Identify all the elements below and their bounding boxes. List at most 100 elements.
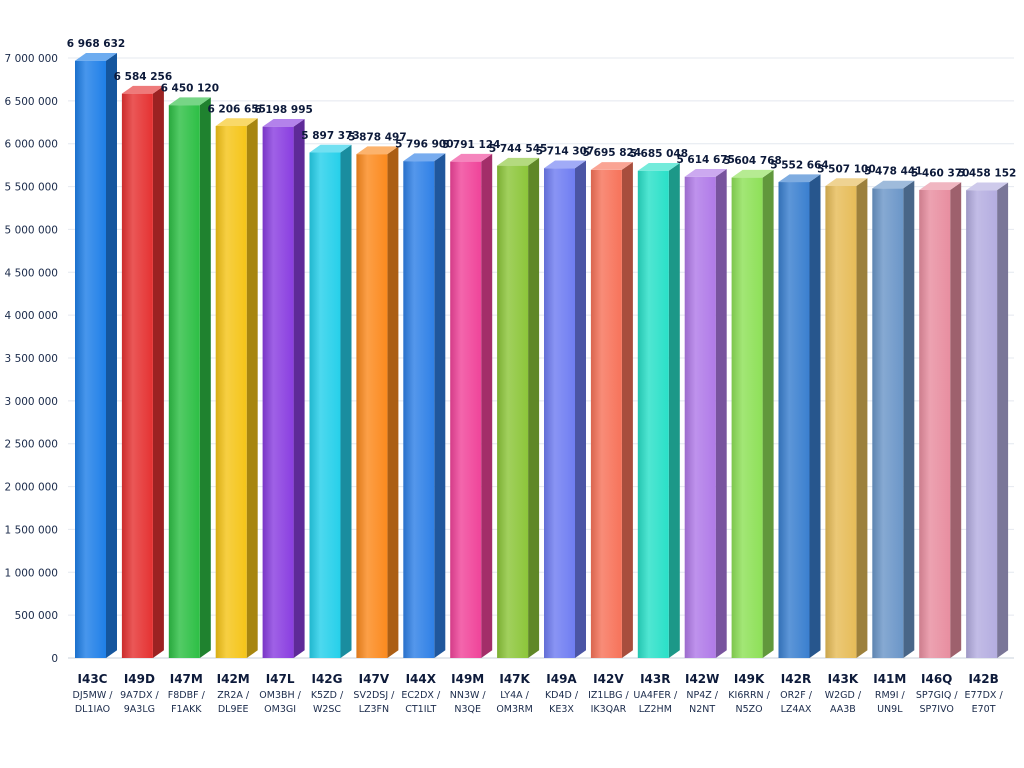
callsign-label: SP7IVO bbox=[919, 704, 953, 715]
y-tick-label: 0 bbox=[51, 653, 58, 665]
callsign-label: OM3BH / bbox=[259, 690, 301, 701]
category-label: I42B bbox=[968, 672, 998, 686]
callsign-label: LZ3FN bbox=[359, 704, 389, 715]
y-tick-label: 2 000 000 bbox=[5, 482, 58, 494]
y-tick-label: 4 000 000 bbox=[5, 310, 58, 322]
callsign-label: LZ4AX bbox=[781, 704, 812, 715]
bar-front-face bbox=[403, 161, 435, 658]
y-tick-label: 1 500 000 bbox=[5, 524, 58, 536]
bar-side-face bbox=[528, 157, 540, 658]
y-tick-label: 6 000 000 bbox=[5, 139, 58, 151]
bar-front-face bbox=[637, 170, 669, 658]
data-label: 5 507 100 bbox=[817, 163, 875, 175]
bar-front-face bbox=[966, 190, 998, 659]
bar-side-face bbox=[199, 97, 211, 659]
callsign-label: DJ5MW / bbox=[73, 690, 114, 701]
bar-i42v bbox=[590, 162, 633, 659]
category-label: I47L bbox=[266, 672, 295, 686]
bar-side-face bbox=[246, 118, 258, 658]
bar-side-face bbox=[481, 153, 493, 658]
callsign-label: E77DX / bbox=[965, 690, 1004, 701]
bar-front-face bbox=[75, 60, 106, 659]
y-tick-label: 6 500 000 bbox=[5, 96, 58, 108]
callsign-label: LY4A / bbox=[500, 690, 529, 701]
bar-i49m bbox=[450, 153, 493, 659]
bar-top-face bbox=[778, 174, 821, 183]
bar-i44x bbox=[403, 153, 446, 658]
bar-top-face bbox=[75, 52, 117, 61]
bar-i47v bbox=[356, 146, 399, 658]
callsign-label: SV2DSJ / bbox=[353, 690, 395, 701]
bar-front-face bbox=[684, 176, 716, 659]
data-label: 5 614 675 bbox=[676, 154, 734, 166]
category-label: I43K bbox=[828, 672, 859, 686]
callsign-label: KE3X bbox=[549, 704, 574, 715]
callsign-label: F1AKK bbox=[171, 704, 202, 715]
bar-front-face bbox=[731, 177, 763, 658]
bar-top-face bbox=[215, 118, 258, 127]
callsign-label: 9A3LG bbox=[124, 704, 155, 715]
bar-top-face bbox=[684, 169, 727, 177]
data-label: 5 878 497 bbox=[348, 131, 406, 143]
callsign-label: DL1IAO bbox=[75, 704, 110, 715]
bar-side-face bbox=[621, 162, 633, 658]
bar-top-face bbox=[825, 178, 868, 186]
bar-front-face bbox=[919, 189, 951, 658]
callsign-label: KI6RRN / bbox=[728, 690, 770, 701]
bar-top-face bbox=[919, 182, 962, 190]
category-label: I49K bbox=[734, 672, 765, 686]
bar-i49d bbox=[121, 85, 164, 659]
bar-top-face bbox=[262, 118, 305, 127]
y-tick-label: 5 000 000 bbox=[5, 224, 58, 236]
data-label: 5 460 370 bbox=[911, 167, 969, 179]
bar-i46q bbox=[919, 182, 962, 658]
callsign-label: 9A7DX / bbox=[120, 690, 159, 701]
category-label: I46Q bbox=[921, 672, 952, 686]
bar-front-face bbox=[309, 152, 341, 659]
bar-i47k bbox=[497, 157, 540, 659]
callsign-label: N3QE bbox=[454, 704, 481, 715]
bar-front-face bbox=[121, 93, 153, 659]
bar-side-face bbox=[387, 146, 399, 658]
bar-front-face bbox=[590, 169, 622, 659]
y-tick-label: 500 000 bbox=[15, 610, 58, 622]
bar-side-face bbox=[997, 182, 1009, 658]
category-label: I42G bbox=[311, 672, 342, 686]
bar-side-face bbox=[950, 182, 962, 658]
callsign-label: N5ZO bbox=[736, 704, 763, 715]
callsign-label: OR2F / bbox=[780, 690, 813, 701]
bar-side-face bbox=[293, 118, 305, 658]
callsign-label: ZR2A / bbox=[217, 690, 250, 701]
bar-front-face bbox=[262, 126, 294, 658]
data-label: 6 198 995 bbox=[254, 104, 312, 116]
data-label: 5 791 124 bbox=[442, 139, 500, 151]
data-label: 6 206 655 bbox=[207, 103, 265, 115]
bar-i47m bbox=[168, 97, 211, 659]
data-label: 5 478 441 bbox=[864, 166, 922, 178]
bar-top-face bbox=[966, 182, 1009, 191]
data-label: 5 744 545 bbox=[489, 143, 547, 155]
data-label: 5 552 664 bbox=[770, 159, 828, 171]
x-axis-labels: 6 968 632 I43C DJ5MW / DL1IAO 6 584 256 I49D 9… bbox=[67, 38, 1017, 715]
callsign-label: IK3QAR bbox=[591, 704, 627, 715]
category-label: I47M bbox=[170, 672, 203, 686]
category-label: I47K bbox=[499, 672, 530, 686]
data-label: 5 796 900 bbox=[395, 138, 453, 150]
data-label: 6 584 256 bbox=[114, 71, 172, 83]
bar-i42b bbox=[966, 182, 1009, 659]
category-label: I49D bbox=[124, 672, 155, 686]
category-label: I43C bbox=[78, 672, 108, 686]
bar-i42r bbox=[778, 174, 821, 659]
bar-side-face bbox=[856, 178, 868, 658]
bar-front-face bbox=[544, 168, 575, 658]
bar-side-face bbox=[152, 85, 164, 659]
bar-top-face bbox=[731, 169, 774, 178]
bar-front-face bbox=[215, 126, 247, 659]
bar-i42m bbox=[215, 118, 258, 659]
bar-front-face bbox=[356, 154, 388, 658]
callsign-label: IZ1LBG / bbox=[588, 690, 629, 701]
y-tick-label: 1 000 000 bbox=[5, 567, 58, 579]
bar-side-face bbox=[715, 169, 727, 658]
category-label: I42V bbox=[593, 672, 624, 686]
